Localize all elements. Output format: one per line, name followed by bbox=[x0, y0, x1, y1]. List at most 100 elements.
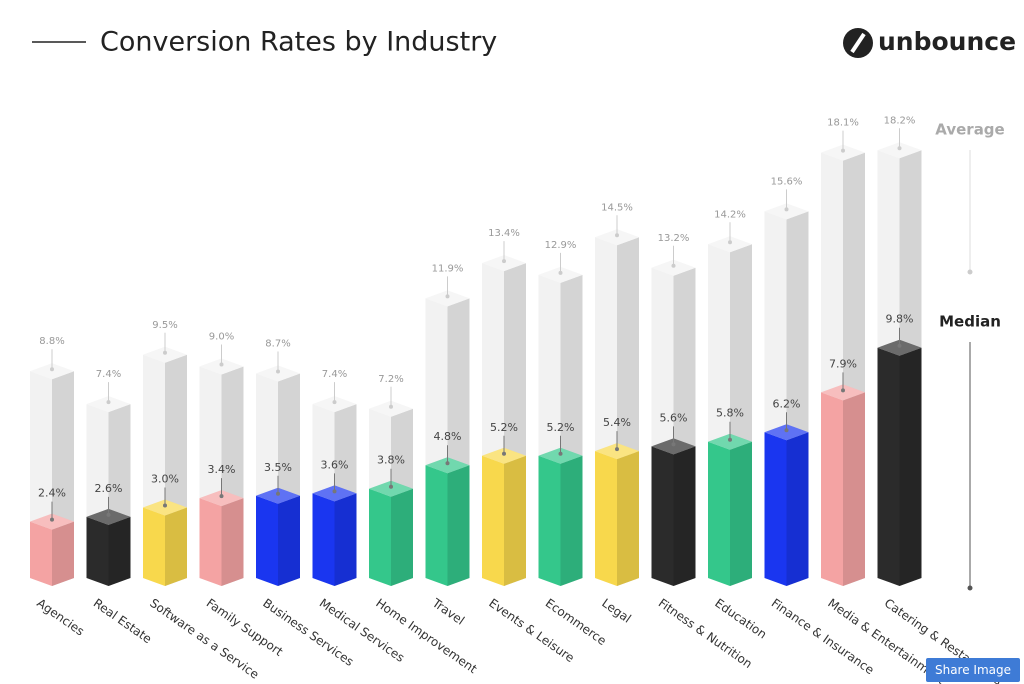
median-bar bbox=[538, 435, 583, 586]
value-label: 3.4% bbox=[208, 463, 236, 476]
legend-entry: Average bbox=[935, 121, 1004, 139]
bar-front bbox=[30, 521, 52, 586]
value-label: 7.4% bbox=[322, 369, 347, 380]
label-dot bbox=[163, 350, 167, 355]
bar-side bbox=[899, 347, 922, 586]
label-dot bbox=[671, 263, 676, 268]
value-label: 8.7% bbox=[265, 339, 290, 350]
bar-front bbox=[538, 455, 561, 586]
value-label: 11.9% bbox=[432, 263, 464, 274]
bar-side-shade bbox=[730, 441, 752, 586]
x-tick-label: Agencies bbox=[34, 596, 87, 639]
value-label: 3.6% bbox=[321, 458, 349, 471]
value-label: 3.8% bbox=[377, 454, 405, 467]
value-label: 6.2% bbox=[773, 397, 801, 410]
label-dot bbox=[219, 494, 224, 499]
x-tick-label: Software as a Service bbox=[147, 596, 261, 682]
value-label: 14.2% bbox=[714, 209, 746, 220]
median-bar bbox=[595, 431, 639, 586]
median-bar bbox=[143, 487, 187, 586]
bar-side bbox=[843, 392, 865, 586]
label-dot bbox=[332, 489, 337, 494]
bar-side bbox=[504, 455, 526, 586]
bar-front bbox=[256, 495, 278, 586]
median-bar bbox=[86, 496, 131, 586]
value-label: 3.5% bbox=[264, 461, 292, 474]
median-bar bbox=[651, 426, 696, 586]
x-tick-label: Travel bbox=[429, 595, 467, 628]
value-label: 5.8% bbox=[716, 407, 744, 420]
value-label: 13.2% bbox=[658, 233, 690, 244]
label-dot bbox=[841, 148, 845, 153]
bar-front bbox=[764, 432, 787, 586]
bar-side-shade bbox=[278, 495, 300, 586]
label-dot bbox=[219, 362, 224, 367]
bar-front bbox=[143, 507, 165, 586]
label-dot bbox=[671, 442, 676, 447]
median-bar bbox=[30, 501, 74, 586]
label-dot bbox=[502, 451, 506, 456]
bar-front bbox=[482, 455, 504, 586]
label-dot bbox=[389, 404, 393, 409]
label-dot bbox=[784, 207, 789, 212]
bar-side bbox=[334, 493, 357, 586]
value-label: 14.5% bbox=[601, 202, 633, 213]
median-bar bbox=[369, 468, 413, 586]
bar-side bbox=[165, 507, 187, 586]
x-tick-label: Legal bbox=[599, 596, 633, 626]
value-label: 18.1% bbox=[827, 118, 859, 129]
value-label: 5.6% bbox=[660, 411, 688, 424]
bar-front bbox=[595, 451, 617, 586]
bar-side bbox=[391, 488, 413, 586]
value-label: 2.4% bbox=[38, 487, 66, 500]
legend-dot bbox=[967, 269, 973, 275]
x-tick-label: Home Improvement bbox=[373, 596, 480, 676]
bar-side-shade bbox=[221, 498, 244, 586]
label-dot bbox=[106, 512, 111, 517]
bar-side bbox=[617, 451, 639, 586]
value-label: 5.2% bbox=[490, 421, 518, 434]
value-label: 15.6% bbox=[771, 176, 803, 187]
median-bar bbox=[482, 435, 526, 586]
bar-side-shade bbox=[334, 493, 357, 586]
bar-side-shade bbox=[108, 516, 131, 586]
median-bar bbox=[877, 327, 922, 586]
label-dot bbox=[332, 400, 337, 405]
label-dot bbox=[276, 369, 280, 374]
bar-front bbox=[86, 516, 109, 586]
brand-logo-mark bbox=[850, 32, 866, 54]
bar-side-shade bbox=[899, 347, 922, 586]
label-dot bbox=[558, 270, 563, 275]
brand: unbounce bbox=[878, 27, 1016, 56]
median-bar bbox=[199, 478, 244, 586]
label-dot bbox=[163, 503, 167, 508]
label-dot bbox=[841, 388, 845, 393]
share-button[interactable]: Share Image bbox=[925, 658, 1020, 682]
x-tick-label: Finance & Insurance bbox=[769, 596, 877, 677]
value-label: 9.5% bbox=[152, 320, 177, 331]
value-label: 3.0% bbox=[151, 473, 179, 486]
chart-title: Conversion Rates by Industry bbox=[100, 27, 497, 58]
bar-side-shade bbox=[617, 451, 639, 586]
label-dot bbox=[728, 437, 732, 442]
label-dot bbox=[50, 517, 54, 522]
value-label: 9.0% bbox=[209, 332, 234, 343]
bar-side bbox=[221, 498, 244, 586]
median-bar bbox=[312, 473, 357, 586]
value-label: 9.8% bbox=[886, 313, 914, 326]
value-label: 5.4% bbox=[603, 416, 631, 429]
value-label: 5.2% bbox=[547, 421, 575, 434]
bar-side bbox=[730, 441, 752, 586]
label-dot bbox=[728, 240, 732, 245]
bar-front bbox=[425, 465, 448, 586]
bar-side-shade bbox=[447, 465, 470, 586]
bar-side-shade bbox=[165, 507, 187, 586]
bar-side bbox=[278, 495, 300, 586]
label-dot bbox=[897, 146, 902, 151]
bar-front bbox=[708, 441, 730, 586]
bar-side-shade bbox=[786, 432, 809, 586]
label-dot bbox=[389, 484, 393, 489]
bar-side-shade bbox=[673, 446, 696, 586]
